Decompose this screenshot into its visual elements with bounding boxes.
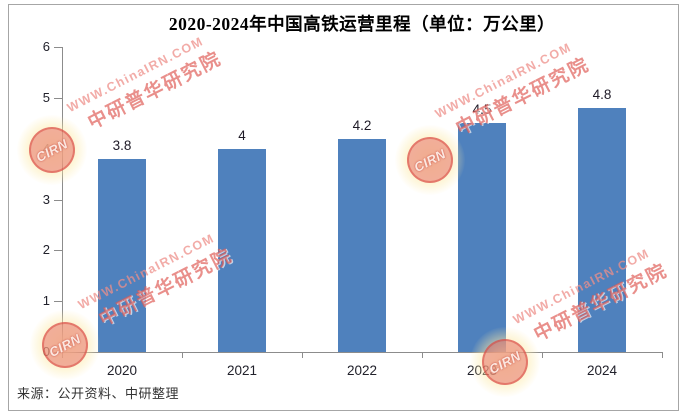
x-axis-line [62,352,663,353]
x-tick-mark [62,353,63,358]
chart-border [8,4,679,411]
y-tick-mark [54,352,62,353]
source-note: 来源：公开资料、中研整理 [17,386,180,401]
x-tick-label: 2020 [106,363,138,378]
x-tick-mark [422,353,423,358]
value-label: 4 [238,127,246,143]
y-tick-mark [54,301,62,303]
y-tick-label: 2 [42,242,50,258]
x-tick-label: 2023 [466,363,498,378]
y-tick-label: 3 [42,191,50,207]
x-tick-label: 2021 [226,363,258,378]
bar-2022 [338,138,386,352]
bar-2024 [578,108,626,352]
chart-title: 2020-2024年中国高铁运营里程（单位：万公里） [168,14,556,34]
x-tick-label: 2022 [346,363,378,378]
y-tick-label: 0 [42,344,50,359]
bar-2020 [98,158,146,352]
bar-2021 [218,148,266,352]
x-tick-mark [542,353,543,358]
y-tick-mark [54,199,62,201]
x-tick-mark [182,353,183,358]
y-tick-label: 4 [42,140,50,156]
bar-2023 [458,123,506,352]
value-label: 4.5 [472,102,492,118]
y-tick-label: 5 [42,89,50,105]
x-tick-mark [302,353,303,358]
value-label: 4.8 [592,87,612,102]
y-tick-label: 1 [42,293,50,309]
y-tick-label: 6 [42,39,50,54]
value-label: 3.8 [112,137,132,153]
x-tick-label: 2024 [586,363,618,378]
x-tick-mark [662,353,663,358]
y-tick-mark [54,250,62,252]
y-tick-mark [54,47,62,48]
y-tick-mark [54,97,62,99]
y-tick-mark [54,148,62,150]
value-label: 4.2 [352,117,372,133]
y-axis-line [62,47,63,353]
